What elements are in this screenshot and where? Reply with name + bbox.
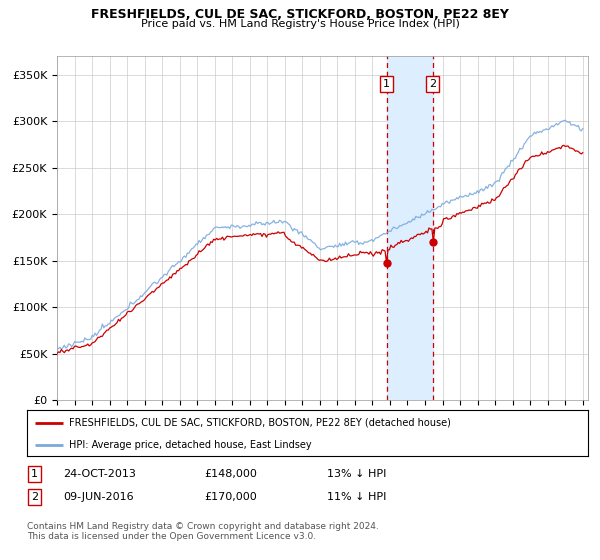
Text: 1: 1 (31, 469, 38, 479)
Text: Price paid vs. HM Land Registry's House Price Index (HPI): Price paid vs. HM Land Registry's House … (140, 19, 460, 29)
Text: Contains HM Land Registry data © Crown copyright and database right 2024.
This d: Contains HM Land Registry data © Crown c… (27, 522, 379, 542)
Text: 13% ↓ HPI: 13% ↓ HPI (327, 469, 386, 479)
Text: 24-OCT-2013: 24-OCT-2013 (63, 469, 136, 479)
Text: 1: 1 (383, 79, 390, 89)
Text: 2: 2 (31, 492, 38, 502)
Text: £148,000: £148,000 (204, 469, 257, 479)
Bar (386, 56, 433, 400)
Text: HPI: Average price, detached house, East Lindsey: HPI: Average price, detached house, East… (69, 440, 312, 450)
Text: £170,000: £170,000 (204, 492, 257, 502)
Text: FRESHFIELDS, CUL DE SAC, STICKFORD, BOSTON, PE22 8EY (detached house): FRESHFIELDS, CUL DE SAC, STICKFORD, BOST… (69, 418, 451, 428)
Text: FRESHFIELDS, CUL DE SAC, STICKFORD, BOSTON, PE22 8EY: FRESHFIELDS, CUL DE SAC, STICKFORD, BOST… (91, 8, 509, 21)
Text: 09-JUN-2016: 09-JUN-2016 (63, 492, 134, 502)
Text: 2: 2 (429, 79, 436, 89)
Text: 11% ↓ HPI: 11% ↓ HPI (327, 492, 386, 502)
